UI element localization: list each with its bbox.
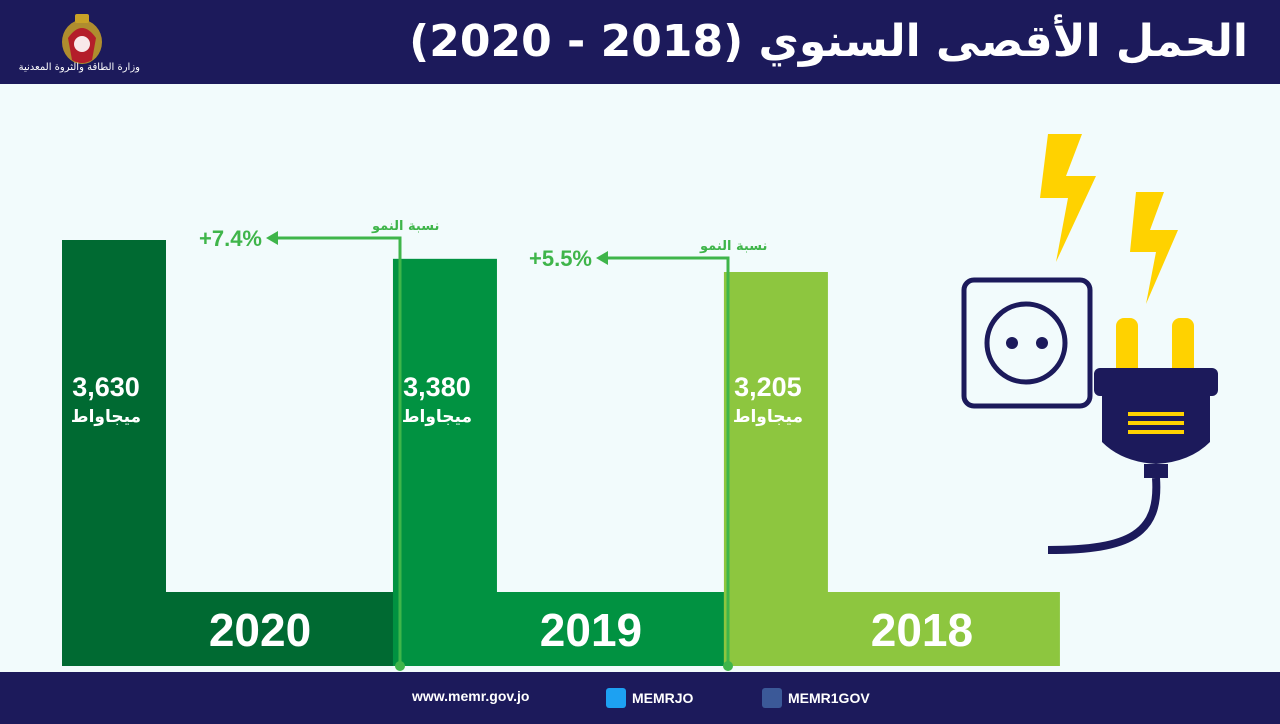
lightning-bolt-icon: [1130, 192, 1178, 304]
bar-base-2018: [723, 592, 1060, 666]
growth-arrow-head: [596, 251, 608, 265]
growth-arrow-line: [276, 236, 402, 666]
growth-value-label: +5.5%: [529, 246, 592, 271]
unit-label: ميجاواط: [71, 407, 141, 427]
footer-bar: www.memr.gov.jo MEMRJO MEMR1GOV: [0, 672, 1280, 724]
facebook-icon: [762, 688, 782, 708]
page-title: الحمل الأقصى السنوي (2018 - 2020): [409, 16, 1248, 67]
growth-arrow-head: [266, 231, 278, 245]
bar-base-2019: [392, 592, 729, 666]
decoration-layer: [961, 134, 1218, 554]
ministry-name: وزارة الطاقة والثروة المعدنية: [18, 62, 140, 73]
value-label: 3,630: [72, 372, 140, 402]
lightning-bolt-icon: [1040, 134, 1096, 262]
website-link[interactable]: www.memr.gov.jo: [412, 688, 530, 704]
power-socket-icon: [961, 277, 1093, 409]
year-label: 2019: [540, 604, 642, 656]
year-label: 2020: [209, 604, 311, 656]
facebook-link[interactable]: MEMR1GOV: [762, 688, 870, 708]
growth-caption: نسبة النمو: [699, 239, 767, 254]
twitter-icon: [606, 688, 626, 708]
value-label: 3,205: [734, 372, 802, 402]
growth-layer: +7.4% نسبة النمو +5.5% نسبة النمو: [199, 219, 767, 671]
twitter-link[interactable]: MEMRJO: [606, 688, 693, 708]
growth-value-label: +7.4%: [199, 226, 262, 251]
growth-arrow-line: [606, 256, 730, 666]
year-label: 2018: [871, 604, 973, 656]
unit-label: ميجاواط: [733, 407, 803, 427]
header-bar: وزارة الطاقة والثروة المعدنية الحمل الأق…: [0, 0, 1280, 84]
bar-base-2020: [62, 592, 398, 666]
electric-plug-icon: [1047, 318, 1218, 554]
value-label: 3,380: [403, 372, 471, 402]
growth-caption: نسبة النمو: [371, 219, 439, 234]
unit-label: ميجاواط: [402, 407, 472, 427]
peak-load-chart: 2020 3,630 ميجاواط 2019 3,380 ميجاواط 2018 3,20…: [62, 134, 1218, 671]
bars-layer: 2020 3,630 ميجاواط 2019 3,380 ميجاواط 2018 3,20…: [62, 240, 1060, 666]
crest-icon: [62, 14, 102, 64]
growth-arrow-dot: [723, 661, 733, 671]
growth-arrow-dot: [395, 661, 405, 671]
